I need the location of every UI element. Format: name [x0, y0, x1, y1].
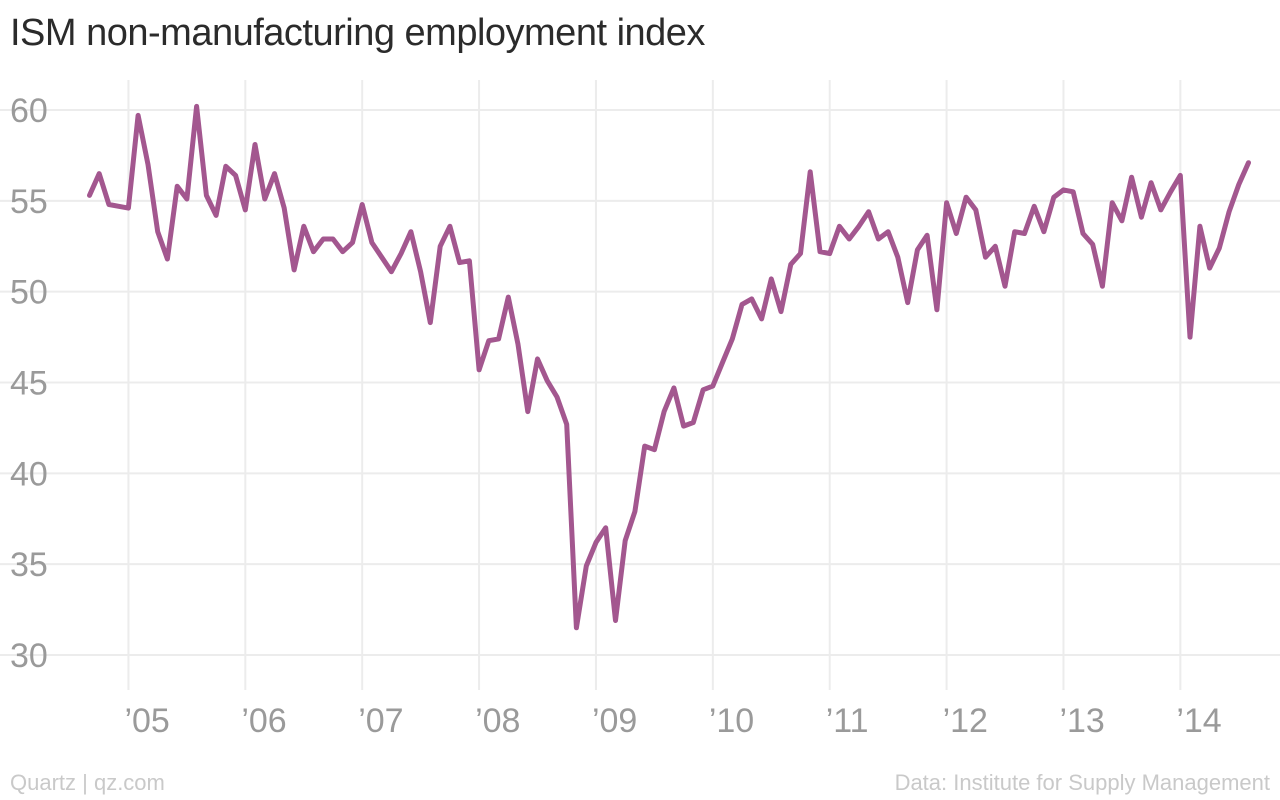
y-tick-label: 60: [10, 92, 48, 130]
x-axis-tick-labels: ’05 ’06 ’07 ’08 ’09 ’10 ’11 ’12 ’13 ’14: [124, 702, 1221, 740]
chart-title: ISM non-manufacturing employment index: [10, 12, 705, 54]
x-tick-label: ’12: [943, 702, 988, 740]
x-tick-label: ’14: [1176, 702, 1221, 740]
y-axis-tick-labels: 30 35 40 45 50 55 60: [10, 92, 48, 675]
x-tick-label: ’07: [358, 702, 403, 740]
y-tick-label: 55: [10, 183, 48, 221]
y-tick-label: 40: [10, 455, 48, 493]
series-lines: [87, 103, 1251, 631]
x-tick-label: ’08: [475, 702, 520, 740]
series-line: [87, 103, 1251, 631]
vertical-gridlines: [127, 80, 1182, 690]
x-tick-label: ’13: [1059, 702, 1104, 740]
x-tick-label: ’11: [826, 702, 869, 740]
y-tick-label: 30: [10, 637, 48, 675]
data-source: Data: Institute for Supply Management: [894, 770, 1270, 795]
y-tick-label: 45: [10, 365, 48, 403]
y-tick-label: 35: [10, 546, 48, 584]
horizontal-gridlines: [0, 109, 1280, 656]
x-tick-label: ’06: [241, 702, 286, 740]
x-tick-label: ’09: [592, 702, 637, 740]
y-tick-label: 50: [10, 274, 48, 312]
x-tick-label: ’05: [124, 702, 169, 740]
source-credit: Quartz | qz.com: [10, 770, 165, 795]
x-tick-label: ’10: [709, 702, 754, 740]
